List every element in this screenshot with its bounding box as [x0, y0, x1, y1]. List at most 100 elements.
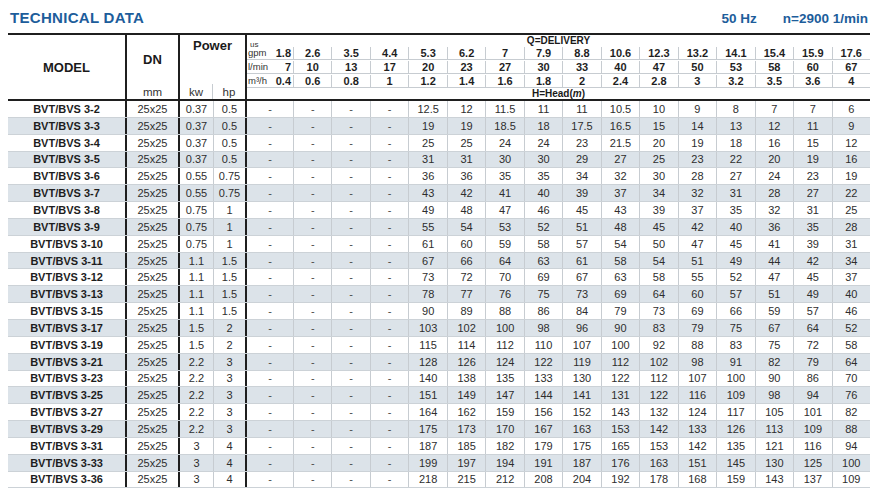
- hp-cell: 0.5: [214, 152, 247, 168]
- hp-cell: 0.75: [214, 185, 247, 201]
- head-cell: 197: [447, 455, 485, 471]
- model-cell: BVT/BVS 3-23: [8, 371, 127, 387]
- dn-cell: 25x25: [127, 337, 180, 353]
- head-cell: 76: [832, 387, 870, 403]
- head-cell: 116: [678, 387, 716, 403]
- head-cell: 159: [716, 472, 754, 488]
- head-cell: 64: [832, 354, 870, 370]
- head-cell: 8: [716, 101, 754, 117]
- head-cell: -: [331, 101, 369, 117]
- head-cell: 66: [716, 303, 754, 319]
- delivery-value: 23: [447, 61, 485, 73]
- delivery-value: 50: [678, 61, 716, 73]
- table-row: BVT/BVS 3-225x250.370.5----12.51211.5111…: [8, 101, 870, 118]
- head-cell: -: [247, 152, 293, 168]
- head-cell: 48: [601, 219, 639, 235]
- head-cell: 187: [408, 438, 446, 454]
- head-cell: -: [331, 219, 369, 235]
- head-cell: -: [331, 320, 369, 336]
- head-cell: 47: [755, 269, 793, 285]
- head-cell: 12: [755, 118, 793, 134]
- head-cell: 178: [639, 472, 677, 488]
- head-cell: 12.5: [408, 101, 446, 117]
- hp-cell: 3: [214, 371, 247, 387]
- head-cell: 151: [408, 387, 446, 403]
- head-cell: 142: [678, 438, 716, 454]
- head-cell: 52: [832, 320, 870, 336]
- table-row: BVT/BVS 3-725x250.550.75----434241403937…: [8, 185, 870, 202]
- head-cell: 58: [524, 236, 562, 252]
- head-cell: 90: [755, 371, 793, 387]
- head-cell: 86: [793, 371, 831, 387]
- head-cell: 144: [524, 387, 562, 403]
- head-cell: -: [293, 236, 331, 252]
- head-cell: 23: [562, 135, 600, 151]
- dn-cell: 25x25: [127, 185, 180, 201]
- head-cell: 36: [447, 168, 485, 184]
- head-cell: 37: [678, 202, 716, 218]
- head-cell: 98: [755, 387, 793, 403]
- hp-cell: 4: [214, 455, 247, 471]
- head-cell: -: [370, 387, 408, 403]
- head-cell: 102: [447, 320, 485, 336]
- head-cell: 72: [447, 269, 485, 285]
- head-cell: -: [247, 219, 293, 235]
- delivery-value: 17.6: [832, 47, 870, 59]
- head-cell: 49: [793, 286, 831, 302]
- head-cell: 35: [524, 168, 562, 184]
- head-cell: 25: [639, 152, 677, 168]
- head-cell: 105: [755, 404, 793, 420]
- head-cell: 90: [601, 320, 639, 336]
- head-cell: -: [370, 118, 408, 134]
- head-cell: -: [331, 269, 369, 285]
- head-cell: 32: [755, 202, 793, 218]
- head-cell: -: [370, 101, 408, 117]
- model-cell: BVT/BVS 3-9: [8, 219, 127, 235]
- head-cell: 27: [716, 168, 754, 184]
- delivery-unit-rows: usgpm1.82.63.54.45.36.277.98.810.612.313…: [247, 46, 870, 88]
- head-cell: -: [247, 101, 293, 117]
- head-cell: 194: [485, 455, 523, 471]
- head-cell: -: [370, 168, 408, 184]
- head-cell: -: [370, 455, 408, 471]
- hp-cell: 1.5: [214, 269, 247, 285]
- catalog-page: TECHNICAL DATA 50 Hz n=2900 1/min MODEL …: [0, 0, 878, 488]
- head-unit-label: H=Head(m): [247, 88, 870, 99]
- head-cell: 67: [562, 269, 600, 285]
- head-cell: -: [293, 269, 331, 285]
- table-header: MODEL DN mm Power kw hp Q=DELIVERY usgpm…: [8, 35, 870, 101]
- table-row: BVT/BVS 3-2325x252.23----140138135133130…: [8, 371, 870, 388]
- table-row: BVT/BVS 3-1525x251.11.5----9089888684797…: [8, 303, 870, 320]
- head-cell: 96: [562, 320, 600, 336]
- delivery-value: 13.2: [678, 47, 716, 59]
- head-cell: 11: [793, 118, 831, 134]
- table-row: BVT/BVS 3-1025x250.751----61605958575450…: [8, 236, 870, 253]
- head-cell: 125: [793, 455, 831, 471]
- hp-cell: 1.5: [214, 286, 247, 302]
- kw-cell: 2.2: [180, 387, 214, 403]
- head-cell: 67: [755, 320, 793, 336]
- delivery-value: 1.8: [276, 47, 291, 59]
- table-row: BVT/BVS 3-2125x252.23----128126124122119…: [8, 354, 870, 371]
- head-cell: 145: [716, 455, 754, 471]
- head-cell: 16.5: [601, 118, 639, 134]
- head-cell: 61: [562, 253, 600, 269]
- head-cell: 55: [408, 219, 446, 235]
- unit-label: m³/h: [248, 77, 267, 85]
- head-cell: 31: [793, 202, 831, 218]
- model-cell: BVT/BVS 3-31: [8, 438, 127, 454]
- head-cell: 7: [793, 101, 831, 117]
- kw-cell: 0.37: [180, 152, 214, 168]
- head-cell: 82: [832, 404, 870, 420]
- head-cell: 49: [716, 253, 754, 269]
- head-cell: -: [331, 337, 369, 353]
- head-cell: -: [293, 185, 331, 201]
- head-cell: -: [370, 269, 408, 285]
- delivery-value: 0.8: [331, 75, 369, 87]
- head-cell: 164: [408, 404, 446, 420]
- head-cell: 107: [562, 337, 600, 353]
- head-cell: 130: [755, 455, 793, 471]
- head-cell: 59: [485, 236, 523, 252]
- delivery-value: 6.2: [447, 47, 485, 59]
- delivery-value: 17: [370, 61, 408, 73]
